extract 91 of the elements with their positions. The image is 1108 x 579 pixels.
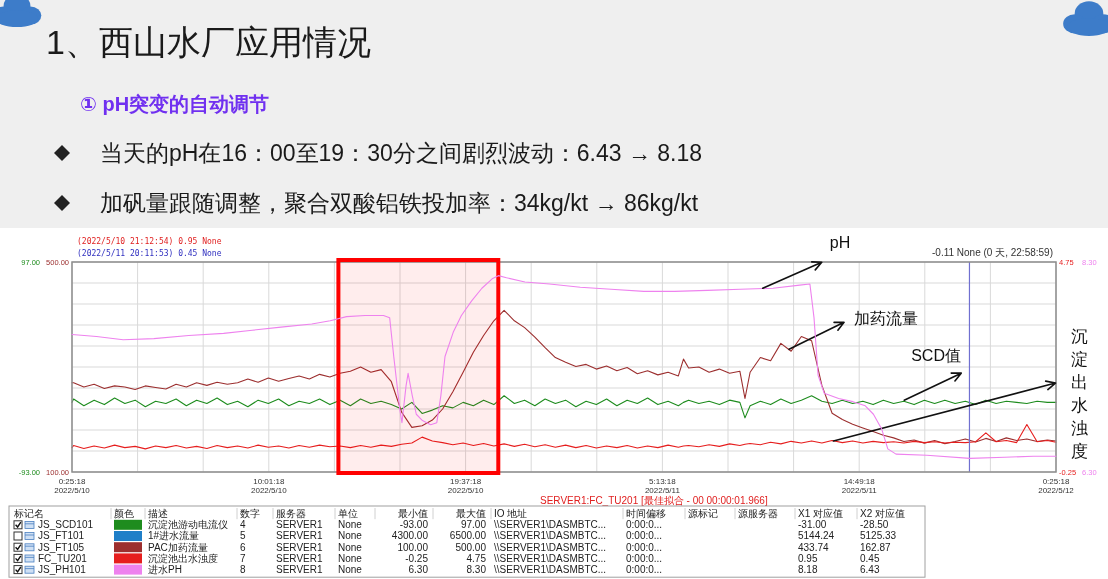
text: JS_PH101 [38, 564, 87, 575]
text: 4300.00 [391, 530, 429, 542]
annotation: SCD值 [911, 347, 961, 365]
legend-label: 1#进水流量 [148, 530, 200, 542]
chart-subtitle: ① pH突变的自动调节 [80, 93, 270, 115]
text: 单位 [338, 508, 358, 519]
text: -31.00 [798, 519, 827, 531]
line-series [71, 395, 1057, 419]
x-tick-label: 5:13:18 2022/5/11 [644, 477, 681, 495]
text: 8.18 [798, 564, 818, 575]
annotation: 沉淀出水浊度 [1070, 327, 1088, 462]
text: SERVER1 [276, 541, 323, 553]
legend-label: PAC加药流量 [148, 541, 208, 553]
text: None [338, 564, 363, 575]
text: 0:00:0... [626, 530, 663, 542]
legend-label: 沉淀池出水浊度 [148, 552, 218, 564]
text: 0.95 [798, 552, 818, 564]
text: 最小值 [398, 508, 428, 519]
text: \\SERVER1\DASMBTC... [494, 519, 607, 531]
text: \\SERVER1\DASMBTC... [494, 541, 607, 553]
text: SERVER1 [276, 530, 323, 542]
text: 97.00 [460, 519, 487, 531]
x-tick-label: 0:25:18 2022/5/10 [54, 477, 91, 495]
line-series [71, 275, 1057, 459]
annotation: pH [829, 234, 851, 252]
text: SERVER1 [276, 519, 323, 531]
x-tick-label: 19:37:18 2022/5/10 [447, 477, 484, 495]
chart-title: 1、西山水厂应用情况 [46, 23, 371, 61]
text: 5144.24 [798, 530, 835, 542]
text: 源服务器 [738, 508, 778, 519]
text: 时间偏移 [626, 508, 666, 519]
text: 最大值 [456, 508, 486, 519]
text: (2022/5/11 20:11:53) 0.45 None [77, 249, 222, 258]
text: None [338, 541, 363, 553]
text: 当天的pH在16：00至19：30分之间剧烈波动：6.43 → 8.18 [100, 140, 703, 166]
x-tick-label: 0:25:18 2022/5/12 [1038, 477, 1075, 495]
text: JS_FT105 [38, 541, 85, 553]
legend-label: 进水PH [148, 564, 182, 575]
text: 500.00 [455, 541, 487, 553]
text: 5125.33 [860, 530, 897, 542]
text: 6 [240, 541, 246, 553]
text: \\SERVER1\DASMBTC... [494, 530, 607, 542]
text: 0:00:0... [626, 552, 663, 564]
legend-label: 沉淀池游动电流仪 [148, 519, 228, 531]
text: 加矾量跟随调整，聚合双酸铝铁投加率：34kg/kt → 86kg/kt [100, 190, 699, 216]
line-series [71, 309, 1057, 445]
text: -0.11 None (0 天, 22:58:59) [932, 247, 1053, 258]
text: 4 [240, 519, 246, 531]
text: 8 [240, 564, 246, 575]
text: 6500.00 [449, 530, 487, 542]
text: (2022/5/10 21:12:54) 0.95 None [77, 237, 222, 246]
text: SERVER1 [276, 564, 323, 575]
text: -0.25 [405, 552, 429, 564]
text: 数字 [240, 508, 260, 519]
text: \\SERVER1\DASMBTC... [494, 552, 607, 564]
text: X1 对应值 [798, 508, 844, 519]
text: 5 [240, 530, 246, 542]
text: 源标记 [688, 508, 718, 519]
annotation: 加药流量 [854, 310, 919, 328]
text: SERVER1:FC_TU201 [最佳拟合 - 00 00:00:01.966] [540, 495, 768, 506]
text: 6.30 [408, 564, 429, 575]
text: 0:00:0... [626, 541, 663, 553]
text: IO 地址 [494, 508, 528, 519]
text: -28.50 [860, 519, 889, 531]
text: 7 [240, 552, 246, 564]
text: 0:00:0... [626, 564, 663, 575]
text: 颜色 [114, 508, 134, 519]
text: JS_FT101 [38, 530, 85, 542]
line-series [71, 423, 1057, 450]
x-tick-label: 10:01:18 2022/5/10 [251, 477, 288, 495]
text: 4.75 [466, 552, 487, 564]
text: 100.00 [397, 541, 429, 553]
text: 服务器 [276, 508, 306, 519]
text: JS_SCD101 [38, 519, 94, 531]
text: -93.00 [399, 519, 429, 531]
text: 描述 [148, 508, 168, 519]
text: 162.87 [860, 541, 892, 553]
x-tick-label: 14:49:18 2022/5/11 [841, 477, 878, 495]
text: X2 对应值 [860, 508, 906, 519]
text: SERVER1 [276, 552, 323, 564]
text: 标记名 [13, 508, 44, 519]
text: \\SERVER1\DASMBTC... [494, 564, 607, 575]
text: 6.43 [860, 564, 880, 575]
text: None [338, 552, 363, 564]
text: 433.74 [798, 541, 830, 553]
text: None [338, 519, 363, 531]
text: FC_TU201 [38, 552, 88, 564]
text: 8.30 [466, 564, 487, 575]
text: 0:00:0... [626, 519, 663, 531]
text: 0.45 [860, 552, 880, 564]
text: None [338, 530, 363, 542]
